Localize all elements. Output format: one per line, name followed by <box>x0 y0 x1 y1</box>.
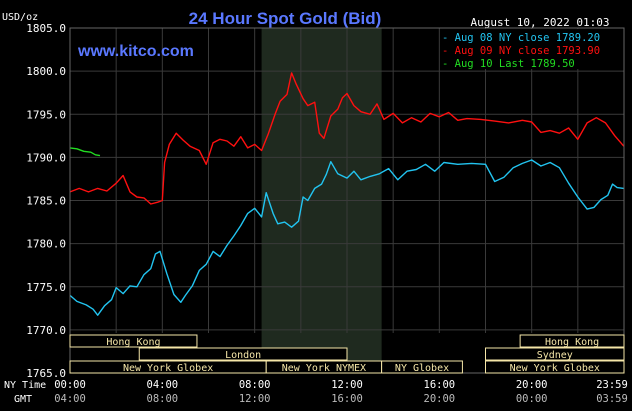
market-session-bar <box>138 347 348 361</box>
market-session-label: New York Globex <box>123 363 213 374</box>
market-session-bar <box>485 360 625 374</box>
market-session-label: New York NYMEX <box>282 363 366 374</box>
x-axis: 00:00 04:00 08:00 12:00 16:00 20:00 23:59 04:00… <box>54 379 628 405</box>
legend-box <box>440 29 620 69</box>
market-session-label: New York Globex <box>510 363 600 374</box>
ny-time-label: NY Time <box>4 380 46 391</box>
x-tick-label-ny: 08:00 <box>239 379 271 391</box>
y-axis: 1765.0 1770.0 1775.0 1780.0 1785.0 1790.0 1795… <box>26 22 66 380</box>
x-tick-label-ny: 20:00 <box>516 379 548 391</box>
legend-entry: - Aug 10 Last 1789.50 <box>442 58 575 70</box>
x-tick-label-gmt: 16:00 <box>331 393 363 405</box>
series-line-2 <box>69 72 625 205</box>
y-tick-label: 1795.0 <box>26 108 66 121</box>
market-sessions: Hong Kong London New York Globex New York N… <box>69 334 625 374</box>
x-tick-label-gmt: 12:00 <box>239 393 271 405</box>
y-tick-label: 1800.0 <box>26 65 66 78</box>
y-tick-label: 1805.0 <box>26 22 66 35</box>
series-line-3 <box>69 147 101 157</box>
y-tick-label: 1765.0 <box>26 367 66 380</box>
plot-area <box>69 27 625 374</box>
market-session-label: London <box>225 350 261 361</box>
y-tick-label: 1770.0 <box>26 324 66 337</box>
x-tick-label-gmt: 03:59 <box>596 393 628 405</box>
market-session-label: Hong Kong <box>545 337 599 348</box>
market-session-label: Hong Kong <box>106 337 160 348</box>
x-tick-label-ny: 00:00 <box>54 379 86 391</box>
y-axis-unit: USD/oz <box>2 12 38 23</box>
market-session-bar <box>69 334 198 348</box>
x-tick-label-gmt: 20:00 <box>424 393 456 405</box>
series-line-1 <box>69 159 624 316</box>
x-tick-label-gmt: 04:00 <box>54 393 86 405</box>
market-session-bar <box>519 334 625 348</box>
y-tick-label: 1780.0 <box>26 238 66 251</box>
x-tick-label-ny: 23:59 <box>596 379 628 391</box>
y-tick-label: 1790.0 <box>26 151 66 164</box>
market-session-label: Sydney <box>537 350 573 361</box>
chart-datetime: August 10, 2022 01:03 <box>470 16 609 29</box>
legend-entry: - Aug 09 NY close 1793.90 <box>442 45 600 57</box>
legend-entry: - Aug 08 NY close 1789.20 <box>442 32 600 44</box>
market-session-bar <box>485 347 625 361</box>
x-tick-label-ny: 04:00 <box>147 379 179 391</box>
market-session-label: NY Globex <box>395 363 449 374</box>
x-tick-label-gmt: 08:00 <box>147 393 179 405</box>
chart-title: 24 Hour Spot Gold (Bid) <box>189 9 382 28</box>
y-tick-label: 1785.0 <box>26 195 66 208</box>
x-tick-label-gmt: 00:00 <box>516 393 548 405</box>
market-session-bar <box>381 360 463 374</box>
x-tick-label-ny: 16:00 <box>424 379 456 391</box>
y-tick-label: 1775.0 <box>26 281 66 294</box>
legend: - Aug 08 NY close 1789.20- Aug 09 NY clo… <box>440 29 620 70</box>
x-tick-label-ny: 12:00 <box>331 379 363 391</box>
gmt-label: GMT <box>14 394 32 405</box>
site-watermark: www.kitco.com <box>77 43 194 60</box>
